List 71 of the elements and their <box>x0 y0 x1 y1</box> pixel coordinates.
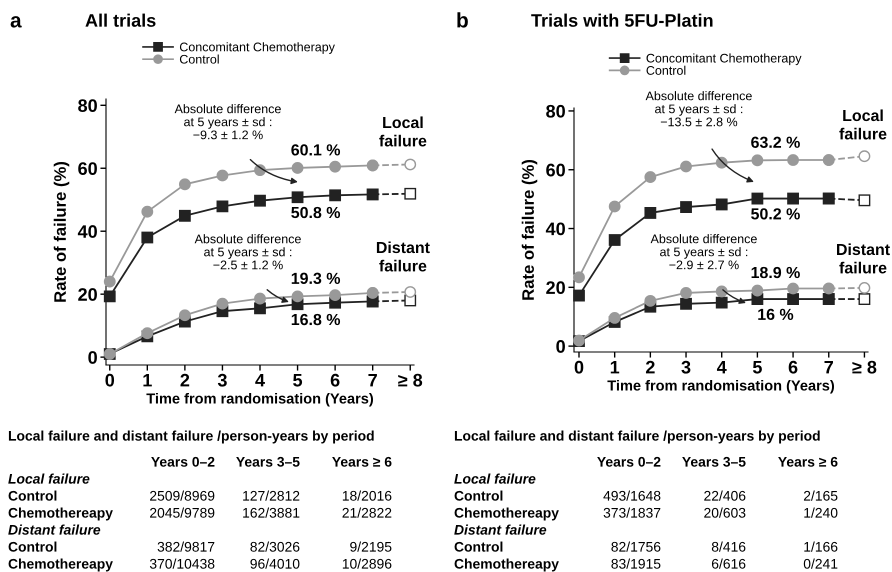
chart-title: All trials <box>85 14 156 27</box>
y-tick-label: 20 <box>546 281 565 294</box>
text: a <box>10 16 22 28</box>
x-axis-title: Time from randomisation (Years) <box>607 380 834 394</box>
text: Distant failure <box>454 524 546 535</box>
text: Years 0–2 Years 3–5 Years ≥ 6 <box>151 456 392 467</box>
x-tick-label: ≥ 8 <box>852 360 876 374</box>
y-tick-label: 40 <box>78 225 97 238</box>
x-tick-label: 6 <box>330 374 340 387</box>
y-tick-label: 40 <box>546 222 565 236</box>
data-label: 50.2 % <box>751 208 800 220</box>
x-tick-label: 0 <box>105 374 114 387</box>
annotation: Local failure <box>839 109 886 140</box>
data-label: 18.9 % <box>752 266 800 278</box>
text: Chemothereapy 2045/9789 162/3881 21/2822 <box>8 508 392 520</box>
legend-label: Concomitant Chemotherapy <box>180 42 335 54</box>
x-tick-label: 2 <box>180 374 190 386</box>
data-label: 16 % <box>758 308 794 320</box>
y-tick-label: 60 <box>546 164 565 176</box>
chart-title: Trials with 5FU-Platin <box>531 14 712 27</box>
text: Chemothereapy 373/1837 20/603 1/240 <box>454 508 838 520</box>
text: Years 0–2 Years 3–5 Years ≥ 6 <box>597 456 838 467</box>
x-tick-label: 1 <box>143 374 152 386</box>
x-tick-label: 5 <box>752 360 762 374</box>
text: Local failure <box>454 474 536 484</box>
annotation: Distant failure <box>376 241 430 272</box>
y-tick-label: 0 <box>88 351 97 364</box>
annotation: Local failure <box>379 116 426 147</box>
x-tick-label: 3 <box>681 360 690 374</box>
y-axis-title: Rate of failure (%) <box>54 162 70 302</box>
data-label: 50.8 % <box>291 206 340 218</box>
x-tick-label: 4 <box>255 374 265 386</box>
y-tick-label: 80 <box>546 104 565 118</box>
legend-label: Control <box>646 66 686 75</box>
annotation: Distant failure <box>837 243 890 274</box>
x-tick-label: ≥ 8 <box>398 374 422 387</box>
legend-label: Control <box>180 54 219 64</box>
x-tick-label: 0 <box>574 360 584 374</box>
x-tick-label: 3 <box>218 374 227 387</box>
text: Control 493/1648 22/406 2/165 <box>454 490 838 501</box>
x-tick-label: 5 <box>293 374 302 387</box>
annotation: Absolute difference at 5 years ± sd : −2.5 ± 1.2 % <box>194 234 301 270</box>
y-tick-label: 80 <box>78 99 97 112</box>
text: Control 2509/8969 127/2812 18/2016 <box>8 490 392 501</box>
y-tick-label: 60 <box>78 162 97 175</box>
text: Local failure <box>8 474 90 484</box>
text: Chemothereapy 370/10438 96/4010 10/2896 <box>8 558 392 572</box>
text: b <box>457 12 468 28</box>
x-tick-label: 6 <box>788 360 798 374</box>
text: Local failure and distant failure /person-years by period <box>454 430 820 444</box>
x-tick-label: 7 <box>368 374 377 386</box>
data-label: 19.3 % <box>292 272 340 284</box>
text: Local failure and distant failure /person-years by period <box>8 430 374 444</box>
text: Chemothereapy 83/1915 6/616 0/241 <box>454 558 838 572</box>
annotation: Absolute difference at 5 years ± sd : −9.3 ± 1.2 % <box>174 104 281 140</box>
y-tick-label: 20 <box>78 288 97 301</box>
x-tick-label: 1 <box>610 360 620 374</box>
data-label: 63.2 % <box>751 136 800 148</box>
text: Distant failure <box>8 524 100 535</box>
y-axis-title: Rate of failure (%) <box>522 160 538 300</box>
legend-label: Concomitant Chemotherapy <box>646 53 802 66</box>
x-tick-label: 4 <box>716 360 727 374</box>
y-tick-label: 0 <box>556 340 565 353</box>
annotation: Absolute difference at 5 years ± sd : −13.5 ± 2.8 % <box>646 91 752 126</box>
x-tick-label: 7 <box>824 360 833 374</box>
x-tick-label: 2 <box>646 360 655 374</box>
text: Control 82/1756 8/416 1/166 <box>454 542 838 552</box>
x-axis-title: Time from randomisation (Years) <box>146 392 374 407</box>
data-label: 60.1 % <box>291 144 340 156</box>
text: Control 382/9817 82/3026 9/2195 <box>8 542 392 552</box>
data-label: 16.8 % <box>292 314 340 326</box>
